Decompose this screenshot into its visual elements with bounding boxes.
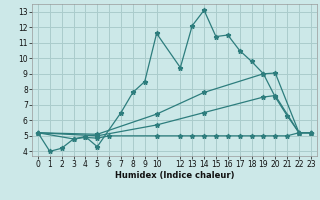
X-axis label: Humidex (Indice chaleur): Humidex (Indice chaleur) (115, 171, 234, 180)
